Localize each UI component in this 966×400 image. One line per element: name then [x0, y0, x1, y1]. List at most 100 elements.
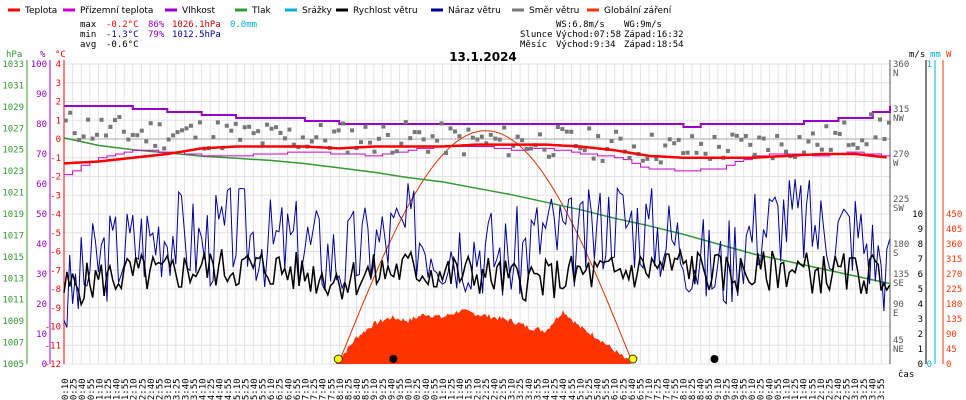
wind-direction-point: [403, 120, 408, 125]
wind-direction-point: [842, 120, 847, 125]
x-tick: 09:10: [370, 378, 380, 400]
wind-direction-point: [529, 146, 534, 151]
wind-direction-point: [399, 141, 404, 146]
axis-hpa-tick: 1017: [2, 231, 24, 241]
wind-direction-point: [551, 153, 556, 158]
axis-dir-tick: 270: [893, 150, 909, 160]
axis-temp-tick: 2: [56, 98, 61, 108]
x-tick: 17:10: [645, 378, 655, 400]
axis-hpa-tick: 1033: [2, 60, 24, 70]
wind-direction-point: [77, 137, 82, 142]
x-tick: 04:10: [198, 378, 208, 400]
x-tick: 22:55: [843, 378, 853, 400]
info-moon-rise: Východ:9:34: [556, 40, 616, 50]
wind-direction-point: [215, 120, 220, 125]
wind-direction-point: [256, 129, 261, 134]
x-tick: 20:10: [748, 378, 758, 400]
wind-direction-point: [663, 143, 668, 148]
axis-pct-tick: 40: [36, 240, 47, 250]
axis-pct-tick: 80: [36, 120, 47, 130]
x-tick: 16:10: [611, 378, 621, 400]
wind-direction-point: [153, 143, 158, 148]
x-tick: 23:10: [851, 378, 861, 400]
info-moon-set: Západ:18:54: [624, 40, 684, 50]
chart-header: 13.1.2024 max -0.2°C 86% 1026.1hPa 0.0mm…: [80, 20, 684, 64]
wind-direction-point: [81, 134, 86, 139]
wind-direction-point: [461, 152, 466, 157]
axis-dir-tick: 135: [893, 270, 909, 280]
stat-min-temp: -1.3°C: [106, 30, 139, 40]
wind-direction-point: [291, 142, 296, 147]
x-tick: 11:55: [465, 378, 475, 400]
axis-temp-tick: -3: [50, 191, 61, 201]
axis-dir-compass: N: [893, 69, 898, 79]
axis-temp-tick: -4: [50, 210, 61, 220]
x-tick: 10:55: [430, 378, 440, 400]
wind-direction-point: [394, 149, 399, 154]
axis-temp-tick: 3: [56, 79, 61, 89]
axis-wm2-title: W: [946, 50, 952, 60]
wind-direction-point: [345, 150, 350, 155]
wind-direction-point: [363, 124, 368, 129]
legend-label: Teplota: [24, 6, 57, 16]
wind-direction-point: [269, 126, 274, 131]
x-tick: 08:40: [353, 378, 363, 400]
wind-direction-point: [341, 121, 346, 126]
x-tick: 17:40: [662, 378, 672, 400]
wind-direction-point: [139, 128, 144, 133]
chart-legend: Teplota Přízemní teplota Vlhkost Tlak Srážky…: [8, 6, 672, 16]
axis-ms-tick: 9: [918, 225, 923, 235]
axis-pct-tick: 30: [36, 270, 47, 280]
axis-temp-title: °C: [55, 50, 66, 60]
x-tick: 12:55: [499, 378, 509, 400]
right-axes: m/s mm W360N315NW270W225SW180S135SE90E45NE…: [889, 50, 962, 370]
axis-ms-tick: 6: [918, 270, 923, 280]
x-tick: 17:55: [671, 378, 681, 400]
wind-direction-point: [690, 134, 695, 139]
x-tick: 05:40: [250, 378, 260, 400]
wind-direction-point: [184, 126, 189, 131]
wind-direction-point: [171, 133, 176, 138]
x-tick: 02:55: [155, 378, 165, 400]
wind-direction-point: [658, 160, 663, 165]
x-tick: 14:55: [568, 378, 578, 400]
x-tick: 14:10: [542, 378, 552, 400]
x-tick: 15:10: [576, 378, 586, 400]
axis-wm2-tick: 405: [946, 225, 962, 235]
axis-wm2-tick: 135: [946, 315, 962, 325]
x-tick: 20:25: [757, 378, 767, 400]
wind-direction-point: [72, 131, 77, 136]
x-tick: 10:25: [413, 378, 423, 400]
wind-direction-point: [851, 142, 856, 147]
x-tick: 06:55: [293, 378, 303, 400]
x-tick: 05:10: [233, 378, 243, 400]
x-tick: 06:25: [276, 378, 286, 400]
legend-label: Přízemní teplota: [80, 6, 153, 16]
wind-direction-point: [618, 136, 623, 141]
x-tick: 19:55: [740, 378, 750, 400]
axis-ms-tick: 3: [918, 315, 923, 325]
x-tick: 20:40: [765, 378, 775, 400]
legend-label: Náraz větru: [448, 6, 501, 16]
wind-direction-point: [144, 139, 149, 144]
x-tick: 07:55: [327, 378, 337, 400]
axis-dir-tick: 225: [893, 195, 909, 205]
wind-direction-point: [350, 128, 355, 133]
x-tick: 10:10: [405, 378, 415, 400]
x-tick: 21:25: [791, 378, 801, 400]
wind-direction-point: [417, 130, 422, 135]
axis-mm-tick: 0: [927, 360, 932, 370]
wind-direction-point: [564, 129, 569, 134]
wind-direction-point: [381, 124, 386, 129]
x-tick: 23:40: [868, 378, 878, 400]
wind-direction-point: [560, 127, 565, 132]
wind-direction-point: [238, 137, 243, 142]
wind-direction-point: [229, 128, 234, 133]
wind-direction-point: [520, 138, 525, 143]
wind-direction-point: [367, 140, 372, 145]
wind-direction-point: [569, 129, 574, 134]
wind-direction-point: [435, 138, 440, 143]
wind-direction-point: [63, 118, 68, 123]
moonset-marker: [710, 355, 719, 363]
